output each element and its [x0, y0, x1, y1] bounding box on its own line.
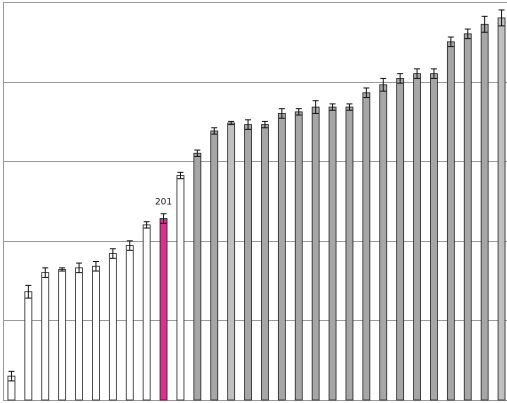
bar-4	[58, 269, 67, 401]
error-bar-24	[397, 73, 404, 84]
bar-12	[193, 152, 202, 401]
error-bars-layer	[8, 9, 505, 382]
error-bar-28	[464, 28, 471, 40]
bar-9	[142, 224, 151, 401]
error-bar-25	[414, 68, 421, 79]
data-label-bar-10: 201	[155, 198, 172, 208]
error-bar-11	[177, 171, 184, 180]
error-bar-6	[92, 261, 99, 272]
bars-layer	[7, 17, 506, 401]
bar-7	[108, 253, 117, 401]
error-bar-7	[109, 248, 116, 259]
bar-29	[480, 23, 489, 401]
error-bar-4	[59, 267, 66, 272]
error-bar-14	[228, 120, 235, 126]
error-bar-20	[329, 103, 336, 111]
error-bar-21	[346, 103, 353, 111]
error-bar-5	[76, 262, 83, 274]
bar-2	[24, 291, 33, 401]
bar-21	[345, 106, 354, 401]
error-bar-27	[447, 36, 454, 48]
grid-layer	[3, 2, 507, 401]
error-bar-26	[430, 68, 437, 79]
bar-8	[125, 245, 134, 401]
bar-13	[210, 130, 219, 401]
bar-17	[277, 113, 286, 401]
error-bar-13	[211, 127, 218, 135]
error-bar-1	[8, 370, 15, 382]
bar-30	[497, 17, 506, 401]
bar-24	[396, 78, 405, 401]
bar-19	[311, 106, 320, 401]
bar-18	[294, 111, 303, 401]
bar-6	[92, 265, 100, 401]
error-bar-16	[261, 120, 268, 129]
bar-25	[413, 73, 421, 401]
bar-14	[227, 122, 236, 401]
bar-20	[328, 106, 337, 401]
error-bar-19	[312, 100, 319, 114]
error-bar-2	[25, 284, 32, 299]
bar-27	[446, 41, 455, 401]
error-bar-22	[363, 87, 370, 99]
bar-22	[362, 92, 371, 401]
error-bar-17	[278, 108, 285, 119]
bar-3	[41, 272, 50, 401]
error-bar-30	[498, 9, 505, 27]
error-bar-18	[295, 108, 302, 116]
bar-16	[261, 124, 269, 401]
bar-15	[244, 124, 252, 401]
error-bar-29	[481, 15, 488, 33]
bar-28	[463, 33, 472, 401]
error-bar-15	[245, 119, 252, 130]
error-bar-9	[143, 221, 150, 229]
error-bar-23	[380, 77, 387, 92]
error-bar-8	[126, 240, 133, 251]
bar-23	[379, 84, 388, 401]
error-bar-3	[42, 267, 49, 278]
bar-5	[75, 267, 83, 401]
bar-26	[430, 73, 438, 401]
error-bar-10	[160, 213, 167, 224]
error-bar-12	[194, 149, 201, 157]
bar-10	[159, 218, 168, 401]
bar-11	[176, 175, 185, 401]
data-labels-layer: 201	[155, 198, 172, 208]
